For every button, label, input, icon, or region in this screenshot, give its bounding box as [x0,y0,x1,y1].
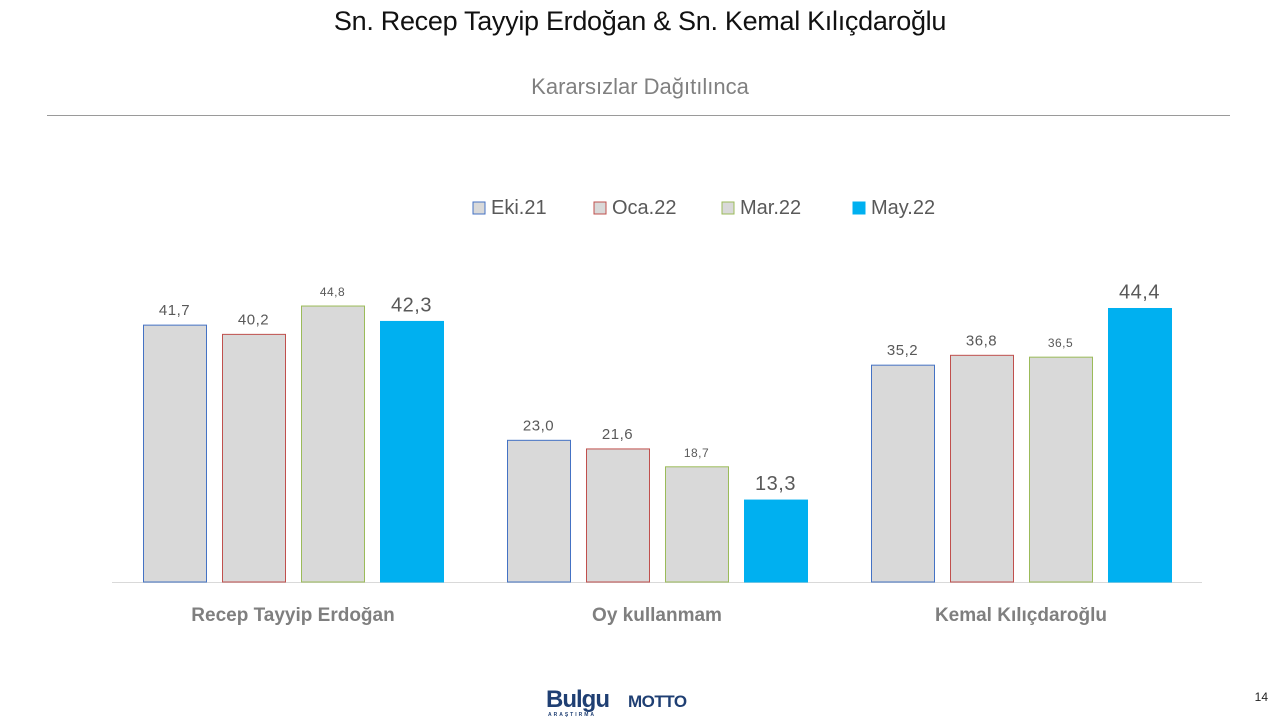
data-label: 18,7 [684,446,709,460]
data-label: 23,0 [523,417,554,434]
category-label: Recep Tayyip Erdoğan [191,605,394,626]
company-logo: Bulgu ARAŞTIRMA MOTTO [546,686,696,718]
data-label: 44,4 [1119,281,1160,303]
title-divider [47,115,1230,116]
bar [1108,307,1172,583]
legend-label: May.22 [871,197,935,219]
legend-label: Eki.21 [491,197,547,219]
data-label: 36,8 [966,332,997,349]
bar [586,448,650,583]
bar [1029,356,1093,583]
data-label: 13,3 [755,473,796,495]
legend-label: Mar.22 [740,197,801,219]
data-label: 44,8 [320,285,345,299]
bar [380,320,444,583]
data-label: 35,2 [887,342,918,359]
legend-swatch [721,201,735,215]
bar [744,499,808,583]
legend-swatch [593,201,607,215]
category-label: Kemal Kılıçdaroğlu [935,605,1107,626]
bulgu-logo-subtext: ARAŞTIRMA [548,712,596,718]
page-subtitle: Kararsızlar Dağıtılınca [531,74,749,99]
legend-swatch [852,201,866,215]
data-label: 41,7 [159,302,190,319]
bar [143,324,207,583]
bar [301,305,365,583]
bar [507,439,571,583]
page-title: Sn. Recep Tayyip Erdoğan & Sn. Kemal Kıl… [333,6,947,36]
data-label: 36,5 [1048,336,1073,350]
legend-swatch [472,201,486,215]
bulgu-logo-text: Bulgu [546,686,610,713]
bar [222,333,286,583]
page-number: 14 [1254,690,1268,704]
bar [871,364,935,583]
data-label: 42,3 [391,294,432,316]
bar [950,354,1014,583]
legend-label: Oca.22 [612,197,676,219]
data-label: 40,2 [238,311,269,328]
bar [665,466,729,583]
category-label: Oy kullanmam [592,605,722,626]
data-label: 21,6 [602,426,633,443]
motto-logo-text: MOTTO [628,692,687,711]
